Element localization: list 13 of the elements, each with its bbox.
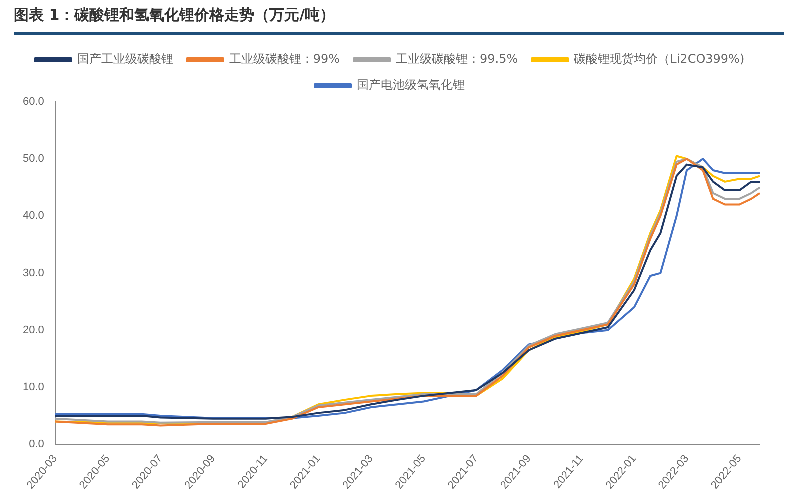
legend-label: 工业级碳酸锂：99% [229, 52, 340, 66]
y-tick-label: 20.0 [22, 324, 44, 336]
y-tick-label: 0.0 [29, 438, 44, 451]
legend-label: 国产工业级碳酸锂 [77, 52, 174, 66]
y-tick-label: 40.0 [22, 210, 44, 222]
y-tick-label: 30.0 [22, 267, 44, 280]
legend-label: 碳酸锂现货均价（Li2CO399%) [573, 52, 745, 66]
y-tick-label: 10.0 [22, 382, 44, 394]
legend-label: 国产电池级氢氧化锂 [357, 78, 465, 92]
y-tick-label: 50.0 [22, 153, 44, 166]
y-tick-label: 60.0 [22, 96, 44, 108]
legend-label: 工业级碳酸锂：99.5% [396, 52, 518, 66]
chart-title: 图表 1：碳酸锂和氢氧化锂价格走势（万元/吨） [14, 6, 336, 25]
